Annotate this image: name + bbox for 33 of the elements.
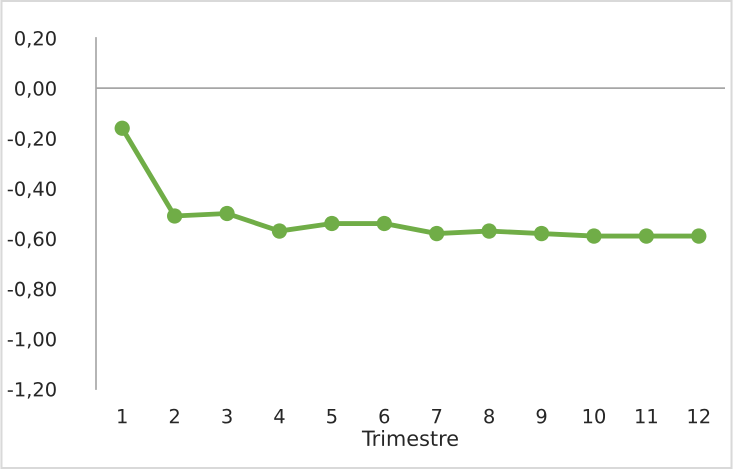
point — [534, 226, 550, 242]
x-tick-label: 1 — [118, 409, 127, 424]
y-tick-label: -1,00 — [8, 332, 56, 349]
point — [376, 216, 392, 232]
y-tick-label: -0,80 — [8, 282, 56, 298]
y-tick-label: -0,60 — [8, 232, 56, 248]
x-tick-label: 9 — [536, 408, 546, 424]
x-tick-label: 2 — [170, 408, 179, 424]
y-tick-label: 0,00 — [15, 81, 56, 98]
x-tick-label: 3 — [222, 408, 232, 424]
x-axis-title: Trimestre — [362, 430, 458, 446]
point — [481, 223, 497, 239]
x-tick-label: 10 — [584, 408, 606, 424]
x-tick-label: 12 — [688, 408, 710, 424]
point — [691, 228, 706, 244]
point — [429, 226, 444, 242]
point — [114, 120, 130, 136]
point — [324, 216, 340, 232]
y-tick-label: -0,20 — [8, 131, 56, 148]
x-tick-label: 11 — [636, 409, 657, 424]
point — [272, 223, 288, 239]
point — [166, 208, 182, 224]
y-tick-label: 0,20 — [15, 30, 56, 48]
x-tick-label: 7 — [432, 409, 442, 424]
point — [586, 228, 602, 244]
point — [638, 228, 654, 244]
x-tick-label: 8 — [484, 408, 494, 424]
y-tick-label: -0,40 — [8, 181, 56, 198]
y-tick-label: -1,20 — [8, 382, 56, 399]
x-tick-label: 5 — [327, 409, 336, 424]
point — [219, 206, 235, 222]
x-tick-label: 6 — [379, 408, 390, 424]
x-tick-label: 4 — [274, 409, 285, 424]
